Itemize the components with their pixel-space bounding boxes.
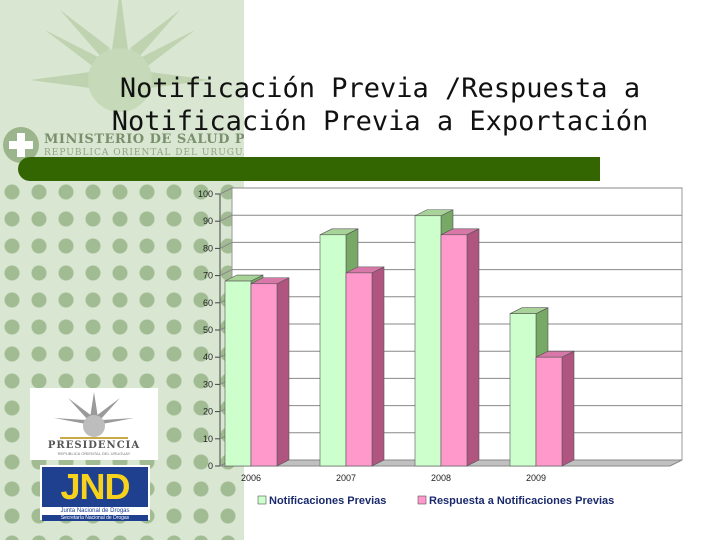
bar-front [250, 283, 278, 467]
legend-swatch [417, 495, 427, 505]
jnd-letters: JND [60, 466, 130, 507]
sun-emblem-icon [30, 0, 210, 112]
bar-front [535, 356, 563, 467]
x-tick-label: 2006 [241, 473, 261, 483]
y-tick-label: 60 [203, 298, 213, 308]
jnd-logo-background [42, 467, 148, 507]
y-tick-label: 100 [198, 189, 213, 199]
title-underline-bar [18, 157, 600, 181]
title-line-1: Notificación Previa /Respuesta a [119, 73, 641, 104]
bar-front [345, 272, 373, 467]
jnd-subtitle: Junta Nacional de Drogas [60, 508, 130, 514]
bar-front [319, 234, 347, 467]
bar-front [414, 215, 442, 467]
page-title: Notificación Previa /Respuesta a Notific… [110, 72, 650, 138]
y-tick-label: 10 [203, 434, 213, 444]
y-tick-label: 0 [208, 461, 213, 471]
ministry-subtitle: REPUBLICA ORIENTAL DEL URUGUAY [44, 148, 244, 158]
gridline-diagonal [219, 187, 233, 195]
bar-front [509, 313, 537, 467]
x-tick-label: 2007 [336, 473, 356, 483]
bar [535, 350, 575, 467]
y-tick-label: 80 [203, 243, 213, 253]
presidencia-label: PRESIDENCIA [47, 440, 141, 451]
presidencia-subtitle: REPUBLICA ORIENTAL DEL URUGUAY [57, 451, 131, 456]
jnd-secretaria: Secretaría Nacional de Drogas [42, 515, 148, 521]
legend-label: Respuesta a Notificaciones Previas [429, 495, 614, 507]
gridline-diagonal [219, 241, 233, 249]
bar [345, 266, 385, 467]
chart-bars [224, 209, 575, 467]
bar [440, 228, 480, 467]
bar [250, 277, 290, 467]
jnd-logo: JND Junta Nacional de Drogas Secretaría … [40, 465, 150, 521]
bar-chart: 0 10 20 30 40 50 60 70 80 90 100 2006 2007 2008 2009 N… [198, 187, 683, 507]
y-tick-label: 20 [203, 407, 213, 417]
presidencia-logo: PRESIDENCIA REPUBLICA ORIENTAL DEL URUGU… [30, 388, 158, 460]
chart-ticks: 0 10 20 30 40 50 60 70 80 90 100 2006 2007 2008 2009 [198, 189, 546, 483]
x-tick-label: 2008 [431, 473, 451, 483]
y-tick-label: 50 [203, 325, 213, 335]
bar-front [440, 234, 468, 467]
ministry-cross-icon [3, 127, 39, 163]
bar-side [276, 277, 290, 467]
x-tick-label: 2009 [526, 473, 546, 483]
gridline-diagonal [219, 214, 233, 222]
y-tick-label: 30 [203, 379, 213, 389]
legend-swatch [257, 495, 267, 505]
y-tick-label: 40 [203, 352, 213, 362]
ministry-name: MINISTERIO DE SALUD PUBLICA [44, 132, 244, 147]
y-tick-label: 70 [203, 271, 213, 281]
legend-label: Notificaciones Previas [269, 495, 386, 507]
bar-side [561, 350, 575, 467]
bar-front [224, 280, 252, 467]
bar-side [466, 228, 480, 467]
gridline-diagonal [219, 269, 233, 277]
bar-side [371, 266, 385, 467]
title-line-2: Notificación Previa a Exportación [111, 106, 649, 137]
decorative-sidebar: MINISTERIO DE SALUD PUBLICA REPUBLICA OR… [0, 0, 244, 540]
y-tick-label: 90 [203, 216, 213, 226]
presidencia-sun-icon [54, 392, 134, 439]
chart-legend: Notificaciones Previas Respuesta a Notifi… [257, 495, 614, 507]
